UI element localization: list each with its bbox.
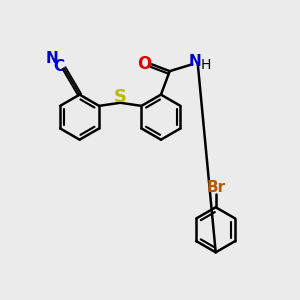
Text: N: N (46, 51, 59, 66)
Text: S: S (114, 88, 127, 106)
Text: H: H (200, 58, 211, 72)
Text: Br: Br (206, 180, 225, 195)
Text: C: C (54, 59, 65, 74)
Text: O: O (138, 55, 152, 73)
Text: N: N (188, 54, 201, 69)
